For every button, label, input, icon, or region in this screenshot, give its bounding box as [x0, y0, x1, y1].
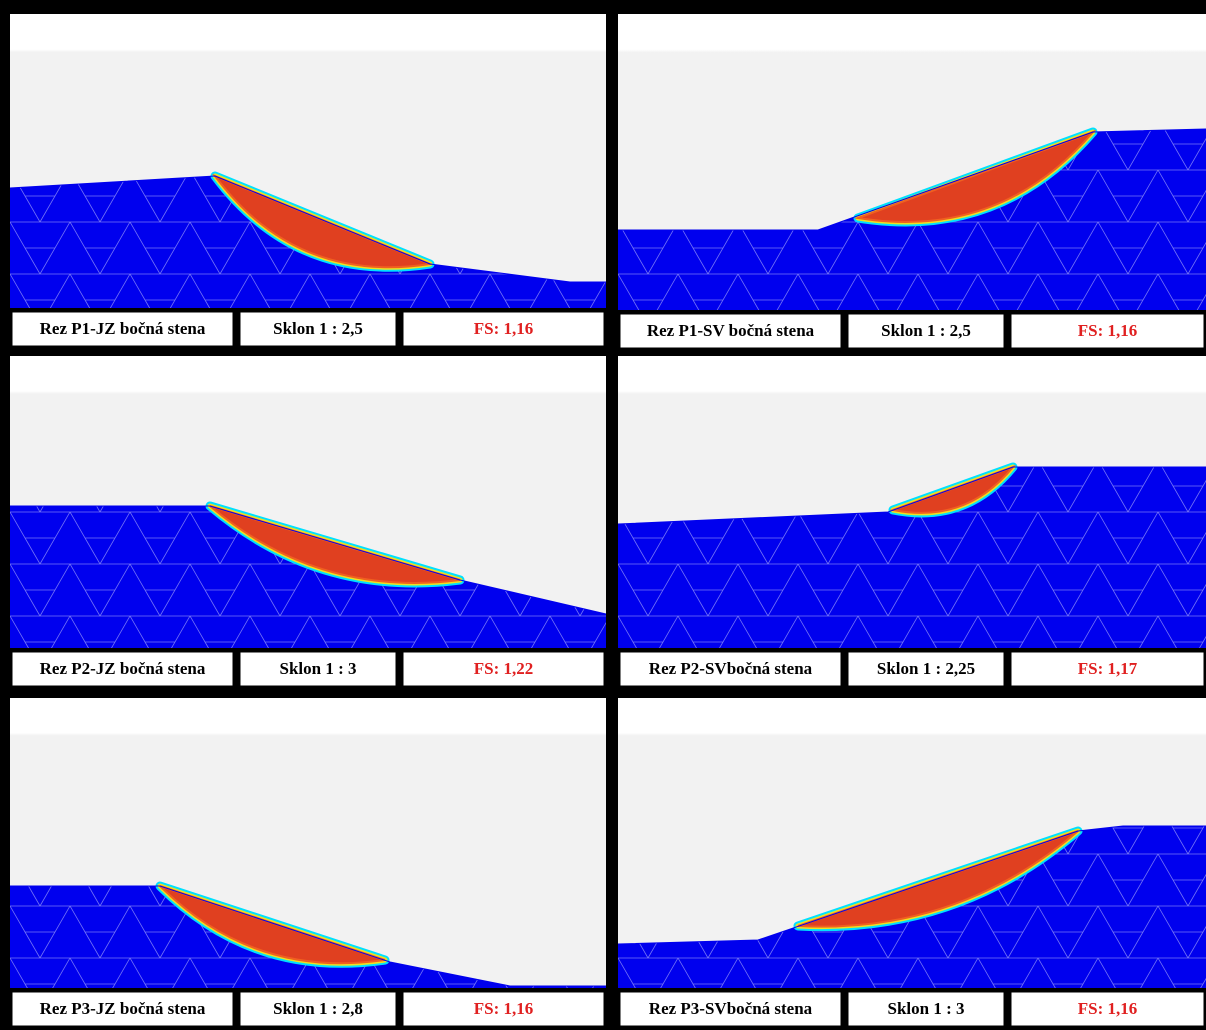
slope-line: [618, 128, 1206, 231]
label-cell: [847, 651, 1005, 687]
label-cell: [239, 651, 397, 687]
slope-line: [10, 885, 606, 987]
section-label: Rez P2-JZ bočná stena: [40, 659, 206, 678]
fs-label: FS: 1,16: [474, 999, 534, 1018]
panel: Rez P2-SVbočná stena Sklon 1 : 2,25 FS: 1,…: [617, 356, 1206, 687]
slip-zone: [159, 885, 386, 965]
slope-label: Sklon 1 : 3: [280, 659, 357, 678]
section-label: Rez P1-SV bočná stena: [647, 321, 815, 340]
label-cell: [619, 651, 842, 687]
section-label: Rez P3-JZ bočná stena: [40, 999, 206, 1018]
section-label: Rez P1-JZ bočná stena: [40, 319, 206, 338]
panel: Rez P3-SVbočná stena Sklon 1 : 3 FS: 1,16: [617, 698, 1206, 1027]
section-label: Rez P2-SVbočná stena: [649, 659, 813, 678]
slope-label: Sklon 1 : 2,5: [273, 319, 363, 338]
label-cell: [402, 651, 605, 687]
label-cell: [1010, 651, 1205, 687]
fs-label: FS: 1,16: [1078, 999, 1138, 1018]
panel: Rez P3-JZ bočná stena Sklon 1 : 2,8 FS: 1,…: [10, 698, 606, 1027]
label-cell: [402, 991, 605, 1027]
slope-line: [9, 175, 606, 283]
label-cell: [11, 311, 234, 347]
fs-label: FS: 1,16: [474, 319, 534, 338]
label-cell: [847, 313, 1005, 349]
label-cell: [1010, 313, 1205, 349]
panel: Rez P1-SV bočná stena Sklon 1 : 2,5 FS: 1,…: [618, 14, 1206, 349]
label-cell: [239, 991, 397, 1027]
slope-line: [10, 505, 607, 615]
panel: Rez P1-JZ bočná stena Sklon 1 : 2,5 FS: 1,…: [9, 14, 606, 347]
label-cell: [402, 311, 605, 347]
label-cell: [11, 651, 234, 687]
label-cell: [11, 991, 234, 1027]
label-cell: [619, 991, 842, 1027]
slip-zone: [212, 173, 434, 269]
label-cell: [847, 991, 1005, 1027]
fs-label: FS: 1,17: [1078, 659, 1138, 678]
mesh: [618, 467, 1206, 648]
slope-line: [617, 825, 1206, 945]
label-cell: [619, 313, 842, 349]
label-cell: [1010, 991, 1205, 1027]
slope-label: Sklon 1 : 3: [888, 999, 965, 1018]
slope-label: Sklon 1 : 2,25: [877, 659, 975, 678]
slip-zone: [889, 464, 1017, 514]
mesh: [10, 506, 606, 648]
fs-label: FS: 1,22: [474, 659, 534, 678]
slip-zone: [209, 505, 461, 584]
slope-label: Sklon 1 : 2,5: [881, 321, 971, 340]
slope-label: Sklon 1 : 2,8: [273, 999, 363, 1018]
section-label: Rez P3-SVbočná stena: [649, 999, 813, 1018]
fs-label: FS: 1,16: [1078, 321, 1138, 340]
panel: Rez P2-JZ bočná stena Sklon 1 : 3 FS: 1,22: [10, 356, 607, 687]
slope-line: [617, 466, 1206, 525]
label-cell: [239, 311, 397, 347]
slip-zone: [854, 129, 1097, 223]
